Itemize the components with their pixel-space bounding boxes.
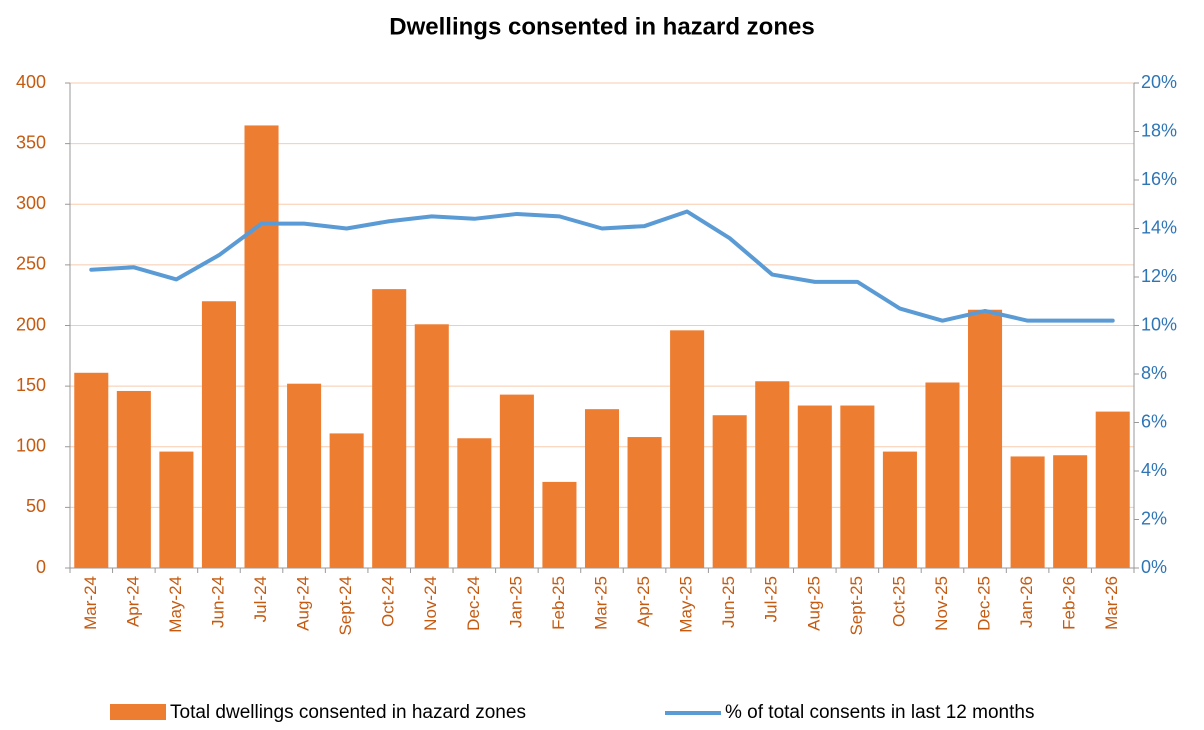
y-tick-label: 0 <box>36 557 46 577</box>
x-tick-label: Jun-24 <box>208 576 227 628</box>
y2-tick-label: 8% <box>1141 363 1167 383</box>
bar <box>670 330 705 568</box>
bar <box>116 390 151 568</box>
bar <box>287 383 322 568</box>
x-tick-label: Apr-24 <box>123 576 142 627</box>
x-tick-label: May-25 <box>677 576 696 633</box>
x-tick-label: Aug-24 <box>294 576 313 631</box>
legend-label: % of total consents in last 12 months <box>725 702 1034 723</box>
y-tick-label: 100 <box>16 436 46 456</box>
x-tick-label: Feb-26 <box>1060 576 1079 630</box>
x-tick-label: Mar-25 <box>591 576 610 630</box>
x-tick-label: Mar-24 <box>81 576 100 630</box>
x-tick-label: Jan-26 <box>1017 576 1036 628</box>
x-tick-label: Dec-25 <box>975 576 994 631</box>
y-tick-label: 350 <box>16 132 46 152</box>
bar <box>244 125 279 568</box>
chart-title: Dwellings consented in hazard zones <box>389 13 814 40</box>
bar <box>457 438 492 568</box>
x-tick-label: Feb-25 <box>549 576 568 630</box>
x-tick-label: Nov-24 <box>421 576 440 631</box>
bar <box>797 405 832 568</box>
y-tick-label: 250 <box>16 254 46 274</box>
legend-label: Total dwellings consented in hazard zone… <box>170 702 526 723</box>
bar <box>1010 456 1045 568</box>
y2-tick-label: 12% <box>1141 266 1177 286</box>
bar <box>499 394 534 568</box>
bar <box>414 324 449 568</box>
x-tick-label: Dec-24 <box>464 576 483 631</box>
y2-tick-label: 16% <box>1141 169 1177 189</box>
x-tick-label: Jul-25 <box>762 576 781 622</box>
x-tick-label: Jun-25 <box>719 576 738 628</box>
bar <box>882 451 917 568</box>
y2-tick-label: 20% <box>1141 72 1177 92</box>
bar <box>542 481 577 568</box>
y-tick-label: 50 <box>26 496 46 516</box>
x-tick-label: Aug-25 <box>804 576 823 631</box>
bar <box>840 405 875 568</box>
y-tick-label: 200 <box>16 314 46 334</box>
x-tick-label: Nov-25 <box>932 576 951 631</box>
y2-tick-label: 2% <box>1141 508 1167 528</box>
x-tick-label: Sept-24 <box>336 576 355 636</box>
y2-tick-label: 10% <box>1141 314 1177 334</box>
x-tick-label: Jul-24 <box>251 576 270 622</box>
y2-tick-label: 4% <box>1141 460 1167 480</box>
bar <box>755 381 790 568</box>
y2-tick-label: 14% <box>1141 217 1177 237</box>
x-tick-label: Oct-24 <box>379 576 398 627</box>
y2-tick-label: 0% <box>1141 557 1167 577</box>
bar <box>925 382 960 568</box>
y2-tick-label: 6% <box>1141 411 1167 431</box>
y-tick-label: 150 <box>16 375 46 395</box>
bar <box>159 451 194 568</box>
bar <box>329 433 364 568</box>
bar <box>201 301 236 568</box>
y-tick-label: 400 <box>16 72 46 92</box>
bar <box>372 289 407 568</box>
x-tick-label: Sept-25 <box>847 576 866 636</box>
bar <box>712 415 747 568</box>
line <box>89 209 1115 323</box>
bar <box>584 409 620 568</box>
y-tick-label: 300 <box>16 193 46 213</box>
bar <box>1053 455 1088 568</box>
x-tick-label: Mar-26 <box>1102 576 1121 630</box>
legend-swatch <box>110 704 166 720</box>
x-tick-label: Jan-25 <box>506 576 525 628</box>
bar <box>1095 411 1130 568</box>
bar <box>74 372 109 568</box>
x-tick-label: Oct-25 <box>889 576 908 627</box>
x-tick-label: May-24 <box>166 576 185 633</box>
y2-tick-label: 18% <box>1141 120 1177 140</box>
x-tick-label: Apr-25 <box>634 576 653 627</box>
bar <box>968 309 1003 568</box>
bar <box>627 437 662 568</box>
